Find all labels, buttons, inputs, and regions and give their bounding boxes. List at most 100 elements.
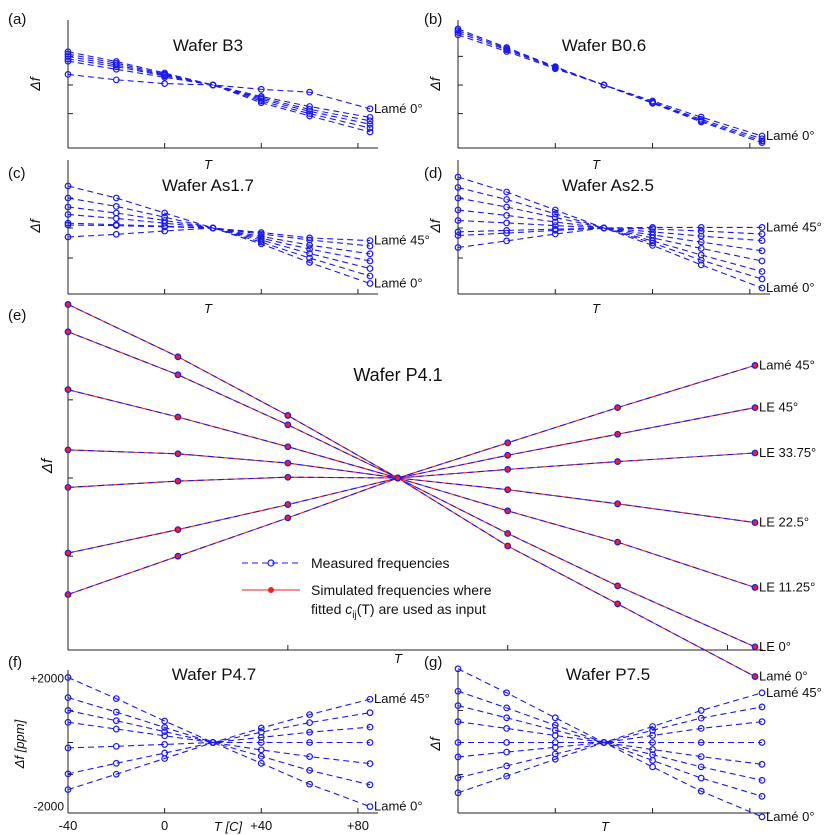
data-point xyxy=(306,250,314,257)
data-point xyxy=(64,770,72,778)
axes xyxy=(67,20,378,149)
data-point xyxy=(551,714,559,722)
data-point xyxy=(697,113,705,121)
data-point xyxy=(649,763,656,771)
x-axis-label: T xyxy=(394,651,403,666)
data-point xyxy=(551,750,559,758)
data-point xyxy=(112,76,120,84)
data-point xyxy=(649,241,656,249)
data-point xyxy=(394,474,402,482)
simulated-point xyxy=(504,466,511,473)
simulated-point xyxy=(174,353,181,360)
data-point xyxy=(504,439,512,447)
data-point xyxy=(504,486,512,494)
series-s5 xyxy=(64,707,374,768)
data-point xyxy=(366,280,374,287)
series-s4 xyxy=(454,217,766,255)
data-point xyxy=(758,718,766,726)
measured-line xyxy=(457,226,762,249)
measured-line xyxy=(67,73,371,110)
axes: -40 0 +40 +80 +2000 -2000 xyxy=(30,670,378,833)
data-point xyxy=(503,219,511,227)
x-tick-label: -40 xyxy=(59,818,78,833)
data-point xyxy=(697,707,705,714)
chart-title: Wafer B0.6 xyxy=(562,36,646,55)
data-point xyxy=(758,247,766,255)
chart-title: Wafer P7.5 xyxy=(566,665,650,684)
panel-label: (g) xyxy=(424,654,442,671)
data-point xyxy=(614,404,621,412)
simulated-point xyxy=(284,421,291,428)
data-point xyxy=(614,538,621,546)
data-point xyxy=(161,732,169,740)
data-point xyxy=(161,728,169,736)
data-point xyxy=(257,240,265,248)
simulated-point xyxy=(65,328,71,335)
y-axis-label: Δf xyxy=(427,75,443,91)
simulated-point xyxy=(752,404,758,411)
measured-line xyxy=(67,407,756,554)
simulated-point xyxy=(752,519,758,526)
measured-line xyxy=(457,176,763,289)
simulated-point xyxy=(284,501,291,508)
measured-line xyxy=(67,213,371,262)
measured-line xyxy=(67,51,371,133)
data-point xyxy=(366,117,374,125)
panel-label: (c) xyxy=(8,165,26,182)
axes xyxy=(67,160,378,295)
y-axis-label: Δf xyxy=(27,217,43,233)
simulated-point xyxy=(614,600,621,607)
series-label: Lamé 0° xyxy=(374,276,423,291)
x-axis-label: T xyxy=(592,157,601,172)
series-label: Lamé 45° xyxy=(374,233,430,248)
data-point xyxy=(649,757,656,764)
series-label: Lamé 45° xyxy=(766,219,822,234)
data-point xyxy=(454,753,462,761)
panel-label: (f) xyxy=(8,654,22,671)
series-labels: Lamé 0° xyxy=(374,101,423,116)
data-point xyxy=(257,746,265,754)
legend-measured-label: Measured frequencies xyxy=(311,555,450,571)
series-s4 xyxy=(454,25,766,146)
series-LE 45° xyxy=(64,404,759,557)
data-point xyxy=(503,203,511,211)
measured-line xyxy=(67,697,371,786)
data-point xyxy=(503,689,511,697)
data-point xyxy=(758,257,766,265)
data-point xyxy=(366,257,374,265)
legend: Measured frequencies Simulated frequenci… xyxy=(242,555,492,621)
data-point xyxy=(551,225,559,233)
data-point xyxy=(306,728,314,736)
data-point xyxy=(503,211,511,219)
data-point xyxy=(64,233,72,241)
data-point xyxy=(64,194,72,202)
data-point xyxy=(697,238,705,246)
series-s4 xyxy=(64,52,374,128)
panel-g: (g) Wafer P7.5 Δf T Lamé 45°Lamé 0° xyxy=(424,654,822,834)
data-point xyxy=(64,48,72,56)
measured-line xyxy=(67,721,370,744)
data-point xyxy=(284,412,292,419)
data-point xyxy=(64,211,72,218)
data-point xyxy=(551,210,559,218)
measured-line xyxy=(67,676,371,808)
series-label: Lamé 0° xyxy=(766,809,815,824)
data-point xyxy=(697,261,705,269)
data-point xyxy=(257,752,265,760)
data-point xyxy=(503,748,511,756)
data-point xyxy=(64,694,72,702)
x-tick-label: +40 xyxy=(250,818,272,833)
data-point xyxy=(366,120,374,128)
measured-line xyxy=(67,709,371,765)
data-point xyxy=(758,739,766,746)
data-point xyxy=(551,206,559,214)
panel-b: (b) Wafer B0.6 Δf T Lamé 0° xyxy=(424,11,815,172)
data-point xyxy=(503,704,511,712)
data-point xyxy=(697,256,705,264)
data-point xyxy=(112,708,120,716)
series-label: Lamé 45° xyxy=(759,357,815,372)
data-point xyxy=(64,718,72,726)
legend-simulated-label: Simulated frequencies where xyxy=(311,582,492,598)
data-point xyxy=(504,507,512,515)
legend-measured-marker xyxy=(267,559,275,567)
